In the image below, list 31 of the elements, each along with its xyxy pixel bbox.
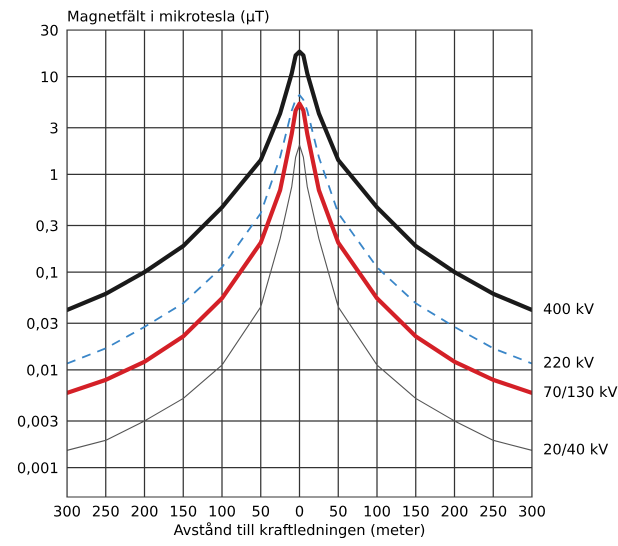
y-tick-label: 10 (42, 71, 58, 82)
x-tick-label: 50 (330, 506, 347, 517)
line-series (67, 144, 532, 451)
x-tick-label: 250 (92, 506, 119, 517)
x-tick-label: 300 (54, 506, 80, 517)
x-tick-label: 300 (519, 506, 545, 517)
x-tick-label: 100 (210, 506, 235, 517)
x-tick-label: 50 (252, 506, 270, 517)
y-tick-label: 0,001 (18, 462, 58, 475)
y-tick-label: 0,1 (36, 266, 58, 280)
series-label: 220 kV (544, 356, 594, 368)
line-series (67, 50, 532, 312)
series-label: 70/130 kV (544, 386, 618, 398)
y-tick-label: 3 (50, 122, 58, 134)
series-label: 20/40 kV (544, 443, 608, 456)
x-tick-label: 150 (403, 506, 429, 517)
y-tick-label: 0,003 (18, 416, 58, 428)
y-tick-label: 0,01 (27, 364, 58, 378)
series-label: 400 kV (544, 302, 594, 314)
x-tick-label: 250 (480, 506, 506, 517)
x-tick-label: 150 (170, 506, 196, 517)
x-tick-label: 200 (132, 506, 158, 517)
y-tick-label: 0,03 (27, 318, 58, 330)
x-axis-title: Avstånd till kraftledningen (meter) (174, 522, 424, 538)
x-tick-label: 200 (442, 506, 468, 517)
y-tick-label: 0,3 (36, 220, 58, 233)
x-tick-label: 0 (296, 506, 304, 517)
y-tick-label: 30 (41, 24, 58, 36)
y-axis-title: Magnetfält i mikrotesla (µT) (68, 10, 268, 24)
x-tick-label: 100 (364, 506, 390, 517)
y-tick-label: 1 (50, 169, 58, 180)
